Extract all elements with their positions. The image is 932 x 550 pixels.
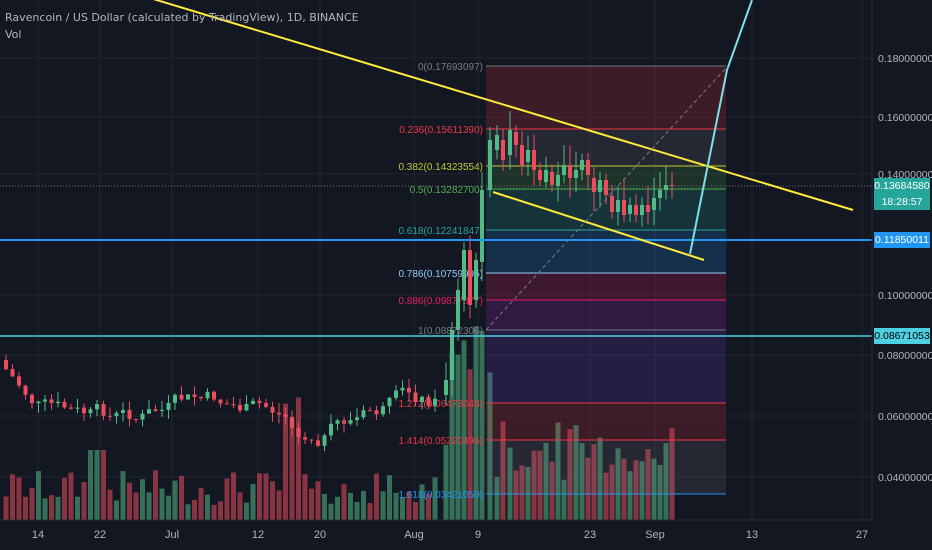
price-axis-label: 0.18000000 <box>878 53 932 65</box>
time-axis-label: Aug <box>404 529 424 541</box>
price-axis-label: 0.08000000 <box>878 350 932 362</box>
candlesticks <box>4 110 674 452</box>
fib-level-label: 0.618(0.12241847) <box>398 226 483 237</box>
fib-level-label: 0.786(0.10759995) <box>398 269 483 280</box>
fib-level-label: 1.414(0.05220496) <box>398 436 483 447</box>
price-axis-label: 0.06000000 <box>878 411 932 423</box>
price-axis-label: 0.04000000 <box>878 472 932 484</box>
time-axis-label: 12 <box>252 529 264 541</box>
time-axis-label: 27 <box>856 529 868 541</box>
volume-label: Vol <box>5 28 22 41</box>
volume-bars <box>3 326 675 520</box>
fib-level-label: 0.5(0.13282700) <box>410 185 483 196</box>
level-price-tag: 0.11850011 <box>874 232 930 248</box>
price-axis-label: 0.10000000 <box>878 290 932 302</box>
fib-level-label: 0.236(0.15611390) <box>399 125 483 136</box>
current-price-tag: 0.13684580 <box>874 178 930 194</box>
chart-grid <box>0 0 872 520</box>
projection-arrow[interactable] <box>689 0 753 255</box>
fib-level-label: 0.382(0.14323554) <box>398 162 483 173</box>
time-axis-label: Jul <box>165 529 179 541</box>
time-axis-label: 22 <box>94 529 106 541</box>
time-axis-label: 23 <box>584 529 596 541</box>
chart-title: Ravencoin / US Dollar (calculated by Tra… <box>5 11 359 24</box>
fib-level-label: 1.272(0.06473048) <box>398 399 483 410</box>
fib-diagonal <box>485 67 727 331</box>
fib-level-label: 0.886(0.09877877) <box>398 296 483 307</box>
countdown-tag: 18:28:57 <box>874 194 930 210</box>
price-axis-label: 0.16000000 <box>878 112 932 124</box>
time-axis-label: Sep <box>645 529 665 541</box>
fib-level-label: 0(0.17693097) <box>418 62 483 73</box>
time-axis-label: 13 <box>746 529 758 541</box>
descending-trendline-lower[interactable] <box>492 191 705 261</box>
descending-trendline-upper[interactable] <box>150 0 854 211</box>
time-axis-label: 9 <box>475 529 481 541</box>
level-price-tag: 0.08671053 <box>874 328 930 344</box>
time-axis-label: 20 <box>314 529 326 541</box>
time-axis-label: 14 <box>32 529 44 541</box>
time-axis[interactable] <box>0 520 932 550</box>
fib-level-label: 1.618(0.03421050) <box>398 490 483 501</box>
price-axis[interactable] <box>872 0 932 550</box>
